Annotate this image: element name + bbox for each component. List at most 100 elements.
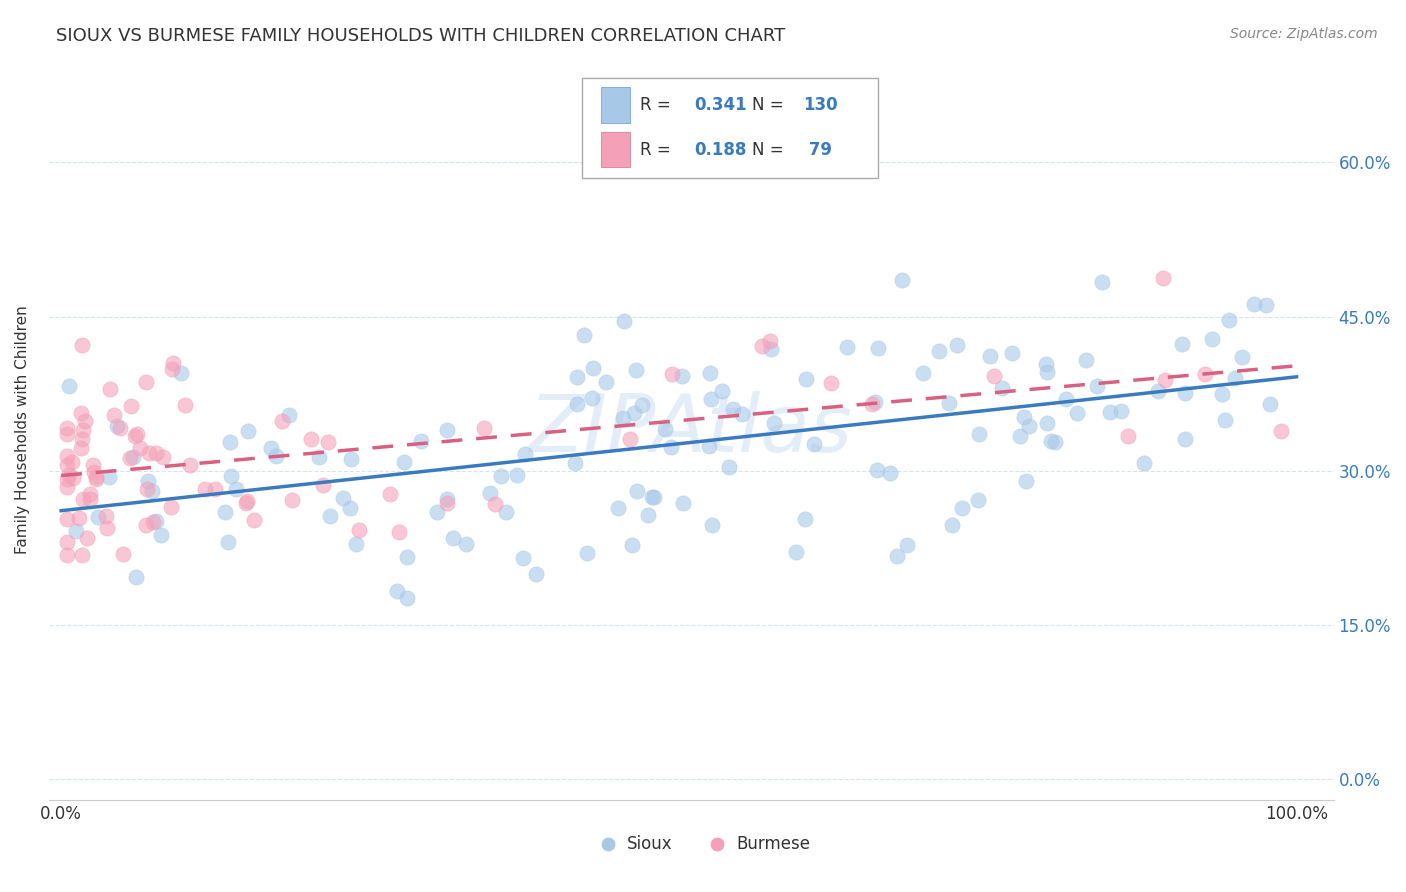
Point <box>56 534 79 549</box>
Point <box>613 314 636 328</box>
Point <box>179 458 201 473</box>
Point <box>83 465 105 479</box>
Point <box>94 508 117 523</box>
Point <box>983 368 1005 383</box>
Point <box>332 491 354 505</box>
Point <box>70 338 93 352</box>
Point <box>236 494 259 508</box>
Point <box>879 466 901 480</box>
Point <box>159 500 181 514</box>
Point <box>219 435 242 450</box>
Point <box>344 537 367 551</box>
Point <box>1152 270 1174 285</box>
Point <box>58 468 80 483</box>
Point <box>761 343 783 357</box>
Text: Sioux: Sioux <box>627 836 672 854</box>
Point <box>803 437 825 451</box>
Point <box>79 487 101 501</box>
Point <box>1254 298 1277 312</box>
Point <box>426 505 449 519</box>
Point <box>67 511 90 525</box>
Point <box>1132 456 1154 470</box>
Point <box>513 448 536 462</box>
Point <box>1085 379 1108 393</box>
Point <box>65 524 87 538</box>
Point <box>1116 429 1139 443</box>
Point <box>1056 392 1078 406</box>
Point <box>395 549 418 564</box>
Point <box>567 397 589 411</box>
Point <box>441 531 464 545</box>
Point <box>316 435 339 450</box>
FancyBboxPatch shape <box>582 78 877 178</box>
Point <box>1225 371 1247 385</box>
Point <box>1218 313 1240 327</box>
Point <box>1008 428 1031 442</box>
Point <box>174 398 197 412</box>
Point <box>721 401 744 416</box>
Point <box>108 421 131 435</box>
Point <box>637 508 659 522</box>
Point <box>1201 332 1223 346</box>
Point <box>264 449 287 463</box>
Point <box>75 414 97 428</box>
Point <box>626 363 648 377</box>
Point <box>456 537 478 551</box>
Point <box>950 501 973 516</box>
Text: 0.188: 0.188 <box>693 141 747 159</box>
Point <box>394 455 416 469</box>
Point <box>142 515 165 529</box>
Point <box>860 397 883 411</box>
Text: N =: N = <box>752 141 789 159</box>
Point <box>1109 404 1132 418</box>
Point <box>312 478 335 492</box>
Point <box>661 367 683 381</box>
FancyBboxPatch shape <box>602 87 630 123</box>
Point <box>121 450 143 464</box>
Point <box>588 834 610 848</box>
Point <box>204 483 226 497</box>
Point <box>214 504 236 518</box>
Point <box>626 483 648 498</box>
Point <box>1258 397 1281 411</box>
Point <box>124 570 146 584</box>
Point <box>135 376 157 390</box>
Point <box>235 496 257 510</box>
Point <box>620 538 643 552</box>
Text: N =: N = <box>752 96 789 114</box>
Point <box>967 493 990 508</box>
Point <box>84 472 107 486</box>
Point <box>886 549 908 563</box>
Point <box>1018 419 1040 434</box>
Point <box>145 514 167 528</box>
Text: Source: ZipAtlas.com: Source: ZipAtlas.com <box>1230 27 1378 41</box>
Text: 130: 130 <box>803 96 838 114</box>
Point <box>865 395 887 409</box>
Point <box>489 469 512 483</box>
Point <box>103 409 125 423</box>
Point <box>270 414 292 428</box>
Point <box>979 349 1001 363</box>
Point <box>58 379 80 393</box>
Point <box>194 482 217 496</box>
Point <box>112 547 135 561</box>
Point <box>238 424 260 438</box>
Point <box>217 534 239 549</box>
Point <box>387 524 409 539</box>
Point <box>1211 387 1233 401</box>
Point <box>654 422 676 436</box>
Point <box>135 518 157 533</box>
Point <box>495 505 517 519</box>
Point <box>62 471 84 485</box>
Point <box>79 491 101 506</box>
Point <box>700 518 723 533</box>
Point <box>141 484 163 499</box>
Text: R =: R = <box>640 96 676 114</box>
Point <box>145 446 167 460</box>
Point <box>152 450 174 464</box>
Point <box>56 512 79 526</box>
Point <box>105 418 128 433</box>
Point <box>97 470 120 484</box>
Point <box>759 334 782 348</box>
Point <box>641 490 664 504</box>
